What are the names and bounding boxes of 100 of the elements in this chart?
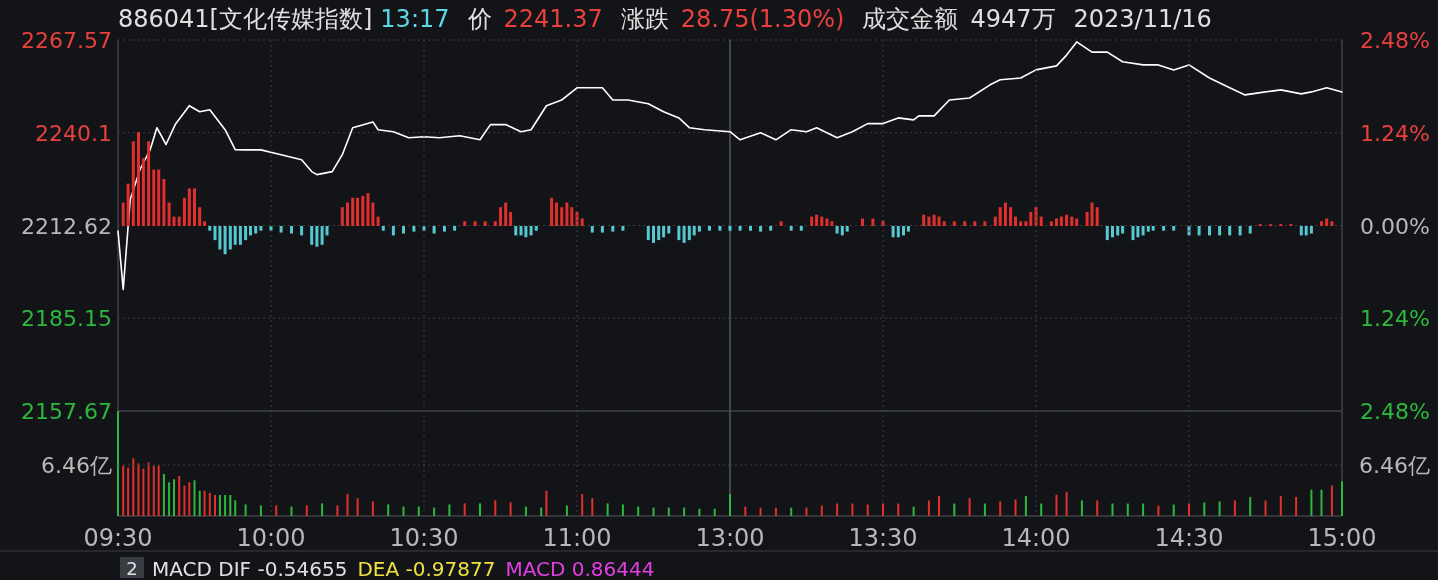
bar [662, 226, 666, 238]
bar [708, 226, 711, 231]
bar [983, 503, 986, 516]
bar [840, 226, 844, 236]
bar [1040, 503, 1043, 516]
y2-tick-label: 1.24% [1360, 120, 1430, 146]
bar [391, 226, 395, 236]
bar [779, 221, 783, 226]
bar [218, 226, 222, 250]
bar [233, 226, 237, 245]
bar [1075, 218, 1079, 226]
bar [519, 226, 523, 236]
bar [493, 221, 497, 226]
bar [336, 505, 339, 516]
bar [687, 226, 691, 241]
bar [259, 505, 262, 516]
bar [198, 490, 201, 516]
bar [882, 503, 884, 516]
bar [1039, 216, 1043, 226]
chart-title: 886041[文化传媒指数] [118, 5, 373, 33]
text: MACD DIF -0.54655 [152, 557, 348, 580]
bar [652, 226, 655, 243]
bar [529, 226, 533, 236]
bar [259, 226, 263, 231]
bar [830, 221, 834, 226]
bar [937, 216, 941, 226]
bar [560, 207, 564, 226]
bar [738, 226, 742, 231]
bar [126, 183, 130, 226]
bar [938, 495, 940, 516]
bar [137, 463, 140, 516]
bar [692, 226, 696, 236]
bar [677, 226, 681, 241]
y-tick-label: 2267.57 [21, 28, 112, 53]
bar [799, 226, 803, 231]
bar [682, 226, 686, 243]
bar [366, 193, 370, 226]
bar [340, 207, 344, 226]
bar [565, 202, 569, 226]
bar [1003, 202, 1007, 226]
bar [203, 221, 207, 226]
y2-tick-label: 2.48% [1360, 399, 1430, 424]
x-tick-label: 14:00 [1001, 524, 1071, 552]
bar [121, 202, 125, 226]
bar [356, 197, 360, 226]
bar [244, 226, 248, 241]
bar [346, 202, 349, 226]
bar [509, 211, 513, 226]
bar [417, 506, 420, 516]
bar [1121, 226, 1125, 234]
bar [820, 505, 823, 516]
bar [1203, 502, 1206, 516]
bar [570, 207, 574, 226]
bar [534, 226, 538, 231]
bar [463, 221, 467, 226]
bar [805, 507, 808, 516]
text: MACD 0.86444 [505, 557, 655, 580]
bar [1111, 226, 1114, 238]
bar [1142, 503, 1145, 516]
bar [1009, 207, 1013, 226]
bar [234, 500, 237, 516]
bar [667, 507, 670, 516]
bar [718, 226, 722, 231]
bar [861, 218, 864, 226]
bar [249, 226, 252, 236]
bar [514, 226, 518, 236]
bar [1341, 481, 1343, 516]
bar [346, 493, 349, 516]
bar [463, 503, 466, 516]
bar [902, 226, 905, 236]
bar [932, 214, 936, 226]
text: 4947万 [970, 5, 1056, 33]
bar [897, 503, 900, 516]
bar [1024, 221, 1028, 226]
x-tick-label: 15:00 [1307, 524, 1377, 552]
bar [193, 188, 196, 226]
bar [208, 226, 212, 231]
bar [1309, 226, 1313, 234]
bar [591, 498, 594, 516]
bar [254, 226, 258, 234]
bar [1299, 226, 1303, 236]
y-tick-label: 2157.67 [21, 399, 112, 424]
bar [825, 218, 829, 226]
x-tick-label: 13:00 [695, 524, 765, 552]
bar [1320, 221, 1323, 226]
bar [759, 226, 763, 232]
bar [790, 507, 793, 516]
bar [698, 508, 701, 516]
bar [1090, 202, 1094, 226]
bar [774, 507, 777, 516]
x-tick-label: 10:00 [236, 524, 306, 552]
text: 2 [126, 558, 138, 579]
bar [1172, 226, 1176, 231]
x-tick-label: 09:30 [83, 524, 153, 552]
bar [983, 221, 987, 226]
bar [769, 226, 773, 231]
bar [173, 479, 175, 516]
bar [1218, 226, 1222, 236]
bar [443, 226, 446, 232]
bar [1295, 496, 1298, 516]
